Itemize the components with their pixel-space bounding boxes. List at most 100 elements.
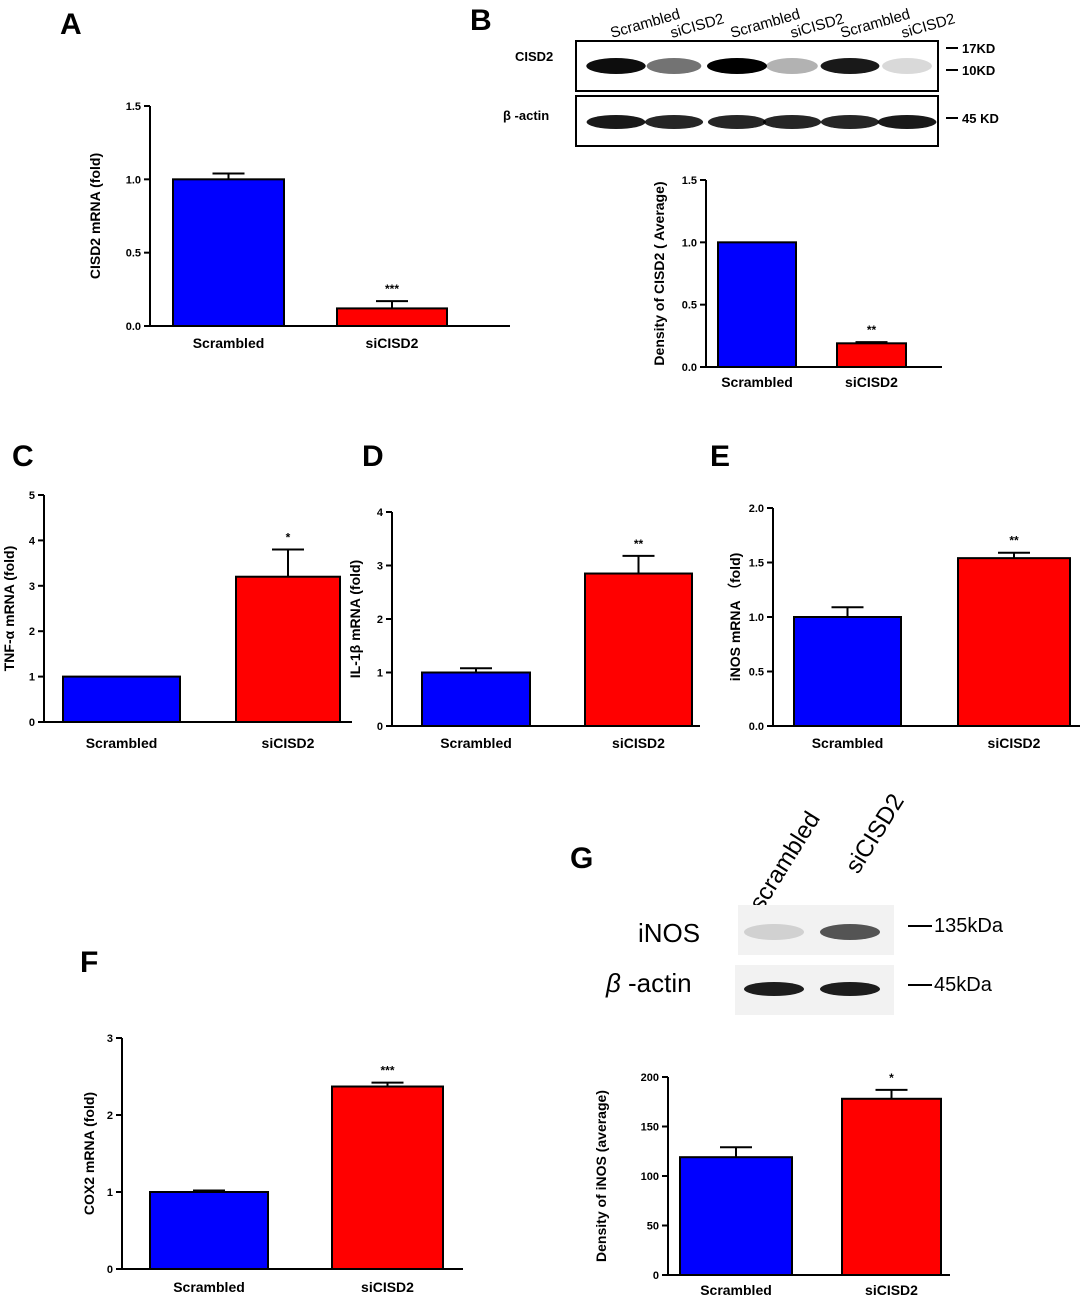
y-axis-label: TNF-α mRNA (fold) xyxy=(1,546,17,672)
blot-b-marker-45kd: 45 KD xyxy=(962,111,999,126)
blot-g-marker-45kda: 45kDa xyxy=(934,974,993,996)
x-category-label: Scrambled xyxy=(440,735,512,751)
bar-sicisd2 xyxy=(331,1085,444,1271)
panel-label-d: D xyxy=(362,440,384,473)
blot-b-lane-label: Scrambled xyxy=(838,6,912,42)
blot-b-marker-17kd: 17KD xyxy=(962,41,995,56)
chart-g: 0 50 100 150 200 Density of iNOS (average) Scr… xyxy=(593,1071,950,1298)
blot-g-lane-label: siCISD2 xyxy=(840,789,910,878)
blot-b-band xyxy=(646,58,702,74)
x-category-label: siCISD2 xyxy=(262,735,315,751)
western-blot-b: Scrambled siCISD2 Scrambled siCISD2 Scra… xyxy=(503,6,999,147)
chart-e: 0.0 0.5 1.0 1.5 2.0 iNOS mRNA （fold) Scrambled… xyxy=(727,503,1080,751)
chart-c: 0 1 2 3 4 5 TNF-α mRNA (fold) Scrambled * siCISD2 xyxy=(1,490,352,751)
blot-g-band xyxy=(820,924,880,940)
x-category-label: siCISD2 xyxy=(366,335,419,351)
y-tick-label: 3 xyxy=(377,561,383,573)
blot-b-band xyxy=(877,115,937,129)
y-tick-label: 1 xyxy=(377,668,383,680)
blot-g-marker-135kda: 135kDa xyxy=(934,915,1004,937)
x-category-label: siCISD2 xyxy=(865,1282,918,1298)
y-tick-label: 200 xyxy=(641,1072,659,1084)
y-tick-label: 2.0 xyxy=(749,503,764,515)
significance-marker: ** xyxy=(867,323,877,337)
y-tick-label: 4 xyxy=(377,507,384,519)
chart-a: 0.0 0.5 1.0 1.5 CISD2 mRNA (fold) Scrambled **… xyxy=(87,101,510,351)
x-category-label: Scrambled xyxy=(700,1282,772,1298)
panel-label-c: C xyxy=(12,440,34,473)
y-tick-label: 50 xyxy=(647,1221,659,1233)
blot-b-band xyxy=(882,58,932,74)
blot-g-bands xyxy=(744,924,880,996)
y-axis-label: iNOS mRNA （fold) xyxy=(727,553,743,682)
y-tick-label: 1 xyxy=(29,672,35,684)
y-tick-label: 2 xyxy=(29,626,35,638)
panel-label-g: G xyxy=(570,842,593,875)
y-tick-label: 0.0 xyxy=(749,721,764,733)
y-tick-label: 100 xyxy=(641,1171,659,1183)
bar-scrambled xyxy=(149,1191,269,1270)
y-tick-label: 0 xyxy=(377,721,383,733)
y-tick-label: 150 xyxy=(641,1122,659,1134)
y-tick-label: 1.5 xyxy=(749,558,764,570)
x-category-label: siCISD2 xyxy=(361,1279,414,1295)
bar-scrambled xyxy=(793,616,902,727)
bar-sicisd2 xyxy=(957,557,1071,728)
y-tick-label: 0.5 xyxy=(682,300,697,312)
blot-b-lane-labels: Scrambled siCISD2 Scrambled siCISD2 Scra… xyxy=(608,6,957,42)
y-tick-label: 0.5 xyxy=(126,248,141,260)
significance-marker: *** xyxy=(385,282,399,296)
y-tick-label: 1 xyxy=(107,1187,113,1199)
x-category-label: siCISD2 xyxy=(845,374,898,390)
y-tick-label: 2 xyxy=(107,1110,113,1122)
significance-marker: ** xyxy=(634,537,644,551)
bar-sicisd2 xyxy=(836,342,907,368)
significance-marker: * xyxy=(286,530,291,544)
y-tick-label: 2 xyxy=(377,614,383,626)
y-tick-label: 1.5 xyxy=(126,101,141,113)
blot-b-band xyxy=(586,115,646,129)
y-tick-label: 0 xyxy=(653,1270,659,1282)
y-tick-label: 0 xyxy=(107,1264,113,1276)
blot-g-beta-symbol: β xyxy=(605,968,621,998)
chart-d: 0 1 2 3 4 IL-1β mRNA (fold) Scrambled ** siCISD2 xyxy=(347,507,700,751)
blot-b-band xyxy=(707,58,767,74)
chart-f: 0 1 2 3 COX2 mRNA (fold) Scrambled *** siCISD2 xyxy=(81,1033,463,1295)
blot-b-band xyxy=(707,115,767,129)
blot-g-row-label-inos: iNOS xyxy=(638,918,700,948)
bar-scrambled xyxy=(421,671,531,727)
y-axis-label: Density of iNOS (average) xyxy=(593,1090,609,1262)
western-blot-g: scrambled siCISD2 iNOS β -actin 135kDa 4… xyxy=(605,789,1004,1015)
panel-label-a: A xyxy=(60,8,82,41)
y-tick-label: 1.0 xyxy=(749,612,764,624)
y-tick-label: 1.5 xyxy=(682,175,697,187)
y-tick-label: 1.0 xyxy=(682,237,697,249)
blot-g-band xyxy=(744,982,804,996)
y-axis-label: COX2 mRNA (fold) xyxy=(81,1092,97,1215)
blot-b-band xyxy=(762,115,822,129)
y-tick-label: 1.0 xyxy=(126,174,141,186)
y-tick-label: 3 xyxy=(29,581,35,593)
y-tick-label: 0.0 xyxy=(682,362,697,374)
blot-b-band xyxy=(820,115,880,129)
panel-labels: A B C D E F G xyxy=(12,4,730,979)
bar-scrambled xyxy=(172,178,285,327)
blot-b-band xyxy=(586,58,646,74)
x-category-label: Scrambled xyxy=(812,735,884,751)
y-tick-label: 0.5 xyxy=(749,667,764,679)
bar-sicisd2 xyxy=(841,1097,942,1277)
x-category-label: Scrambled xyxy=(193,335,265,351)
x-category-label: siCISD2 xyxy=(988,735,1041,751)
blot-b-bands xyxy=(586,58,937,129)
bar-sicisd2 xyxy=(584,572,693,728)
blot-b-marker-10kd: 10KD xyxy=(962,63,995,78)
panel-label-b: B xyxy=(470,4,492,37)
bar-scrambled xyxy=(62,675,181,723)
x-category-label: Scrambled xyxy=(86,735,158,751)
blot-g-lane-label: scrambled xyxy=(744,807,826,915)
bar-sicisd2 xyxy=(336,307,448,327)
panel-label-f: F xyxy=(80,946,98,979)
blot-g-band xyxy=(820,982,880,996)
